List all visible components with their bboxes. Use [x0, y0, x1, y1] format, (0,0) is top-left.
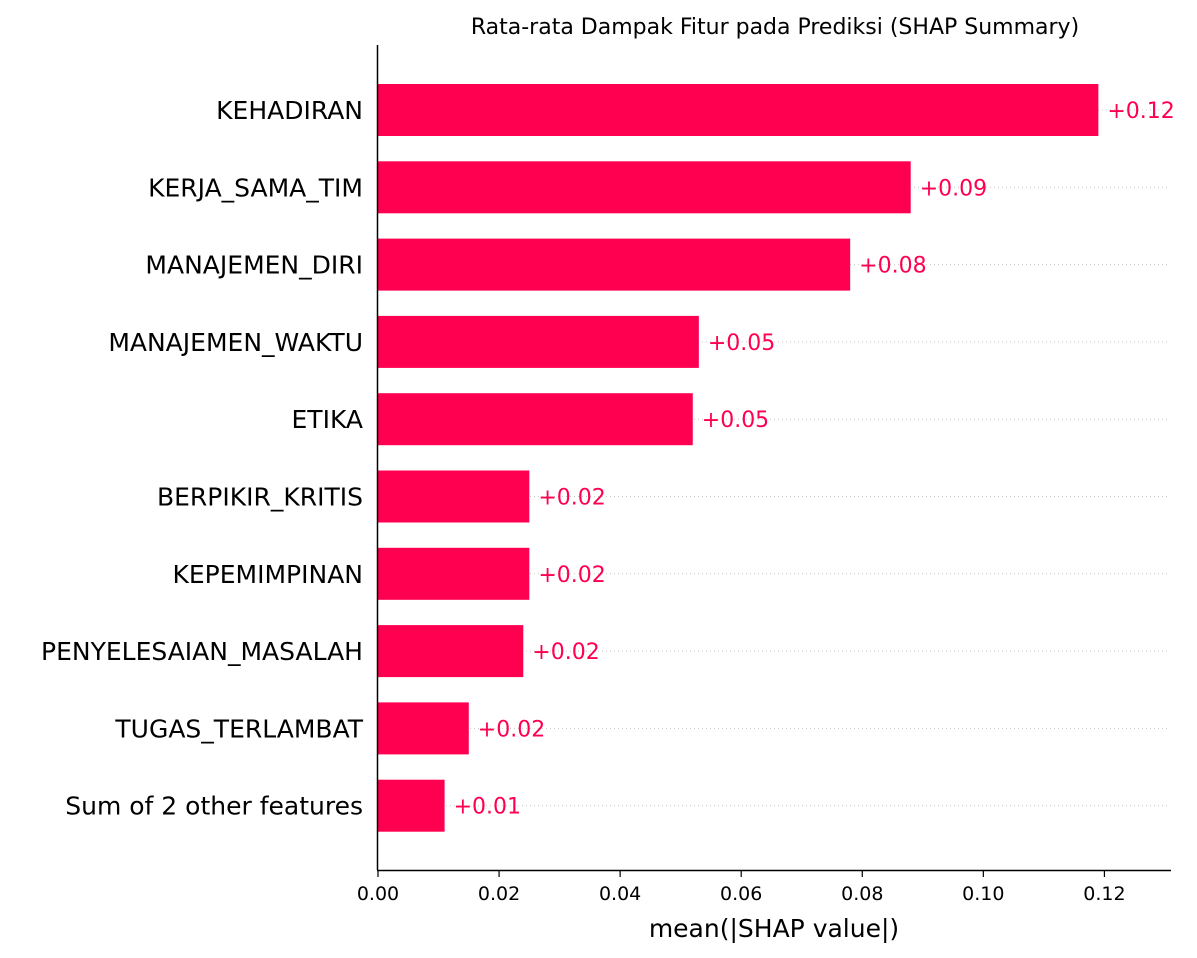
bar	[378, 393, 693, 446]
category-label: PENYELESAIAN_MASALAH	[41, 637, 363, 666]
bar-value-label: +0.05	[708, 331, 775, 356]
bar-value-label: +0.08	[859, 254, 926, 279]
x-tick-label: 0.04	[599, 883, 641, 905]
category-label: MANAJEMEN_DIRI	[145, 251, 363, 280]
x-tick-label: 0.02	[478, 883, 520, 905]
row-guides	[378, 109, 1168, 807]
x-tick-label: 0.06	[720, 883, 762, 905]
bar	[378, 779, 445, 832]
bars-group	[378, 84, 1099, 832]
bar	[378, 238, 851, 291]
bar	[378, 470, 530, 523]
bar-value-label: +0.02	[538, 486, 605, 511]
x-tick-label: 0.00	[357, 883, 399, 905]
chart-title: Rata-rata Dampak Fitur pada Prediksi (SH…	[471, 15, 1079, 40]
bar-value-label: +0.02	[532, 640, 599, 665]
bar	[378, 161, 911, 214]
category-labels-group: KEHADIRAN KERJA_SAMA_TIM MANAJEMEN_DIRI MAN…	[41, 96, 364, 821]
category-label: BERPIKIR_KRITIS	[157, 483, 363, 512]
category-label: KEPEMIMPINAN	[172, 560, 363, 589]
bar-value-label: +0.02	[478, 717, 545, 742]
bar-value-label: +0.12	[1107, 99, 1174, 124]
bar	[378, 84, 1099, 136]
bar	[378, 547, 530, 600]
x-ticks-group: 0.00 0.02 0.04 0.06 0.08 0.10 0.12	[357, 870, 1126, 905]
bar-value-label: +0.01	[454, 795, 521, 820]
bar-value-label: +0.02	[538, 563, 605, 588]
x-tick-label: 0.12	[1083, 883, 1125, 905]
bar-value-label: +0.09	[920, 176, 987, 201]
category-label: ETIKA	[292, 405, 364, 434]
x-tick-label: 0.10	[962, 883, 1004, 905]
category-label: TUGAS_TERLAMBAT	[114, 714, 363, 743]
value-labels-group: +0.12 +0.09 +0.08 +0.05 +0.05 +0.02 +0.02 +0.02…	[454, 99, 1175, 820]
x-tick-label: 0.08	[841, 883, 883, 905]
category-label: KEHADIRAN	[216, 96, 363, 125]
bar	[378, 625, 524, 678]
bar-value-label: +0.05	[702, 408, 769, 433]
category-label: KERJA_SAMA_TIM	[148, 173, 363, 202]
bar	[378, 315, 699, 368]
category-label: MANAJEMEN_WAKTU	[108, 328, 363, 357]
bar	[378, 702, 469, 755]
x-axis-title: mean(|SHAP value|)	[649, 914, 899, 943]
category-label: Sum of 2 other features	[65, 792, 363, 821]
